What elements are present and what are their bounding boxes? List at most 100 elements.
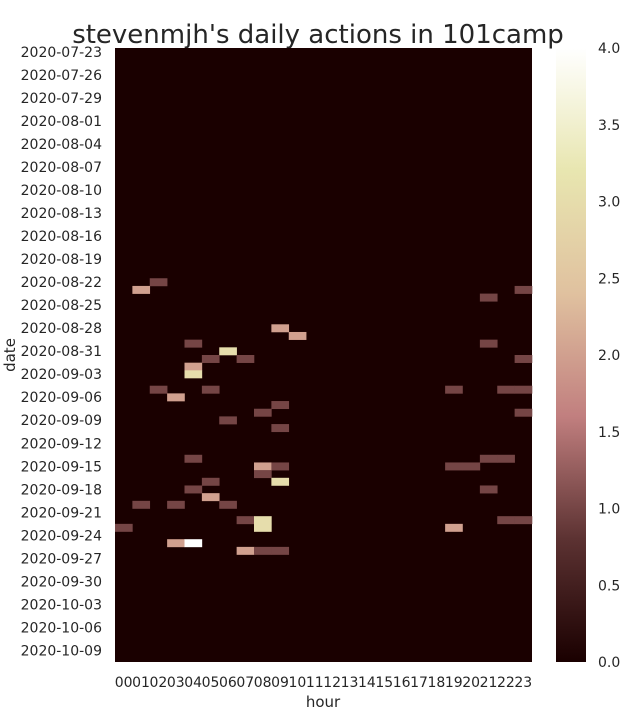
heatmap-cell bbox=[254, 470, 272, 479]
x-tick-label: 22 bbox=[497, 675, 515, 691]
heatmap-cell bbox=[219, 416, 237, 425]
x-tick-label: 10 bbox=[289, 675, 307, 691]
heatmap-cell bbox=[149, 385, 168, 394]
colorbar-tick-label: 4.0 bbox=[598, 41, 620, 57]
y-axis-label: date bbox=[1, 338, 19, 372]
y-tick-label: 2020-08-13 bbox=[21, 206, 102, 222]
heatmap-cell bbox=[497, 454, 515, 463]
x-tick-label: 19 bbox=[445, 675, 463, 691]
x-tick-label: 00 bbox=[115, 675, 133, 691]
y-tick-label: 2020-09-27 bbox=[21, 551, 102, 567]
x-tick-label: 21 bbox=[480, 675, 498, 691]
y-tick-label: 2020-07-23 bbox=[21, 45, 102, 61]
heatmap-cell bbox=[201, 355, 220, 363]
y-tick-label: 2020-10-09 bbox=[21, 643, 102, 659]
x-tick-labels: 00 01 02 03 04 05 06 07 08 09 10 11 12 13 14 15 16 17 18 19… bbox=[115, 675, 532, 691]
heatmap-cell bbox=[219, 347, 237, 356]
heatmap-cell bbox=[479, 454, 498, 463]
heatmap-cell bbox=[184, 362, 203, 371]
heatmap-cell bbox=[254, 462, 272, 471]
y-tick-label: 2020-09-21 bbox=[21, 505, 102, 521]
heatmap-cell bbox=[184, 454, 203, 463]
x-axis-label: hour bbox=[306, 693, 341, 711]
y-tick-label: 2020-08-01 bbox=[21, 114, 102, 130]
heatmap-cell bbox=[271, 477, 290, 486]
x-tick-label: 20 bbox=[462, 675, 480, 691]
heatmap-cell bbox=[201, 493, 220, 502]
y-tick-label: 2020-08-22 bbox=[21, 275, 102, 291]
x-tick-label: 05 bbox=[202, 675, 220, 691]
heatmap-cell bbox=[236, 546, 255, 555]
x-tick-label: 18 bbox=[428, 675, 446, 691]
heatmap-cell bbox=[115, 523, 133, 532]
x-tick-label: 15 bbox=[375, 675, 393, 691]
y-tick-label: 2020-09-03 bbox=[21, 367, 102, 383]
heatmap-background bbox=[115, 48, 532, 662]
heatmap-cell bbox=[132, 285, 151, 294]
y-tick-label: 2020-09-30 bbox=[21, 574, 102, 590]
heatmap-cell bbox=[514, 516, 533, 525]
heatmap-cell bbox=[149, 278, 168, 287]
x-tick-label: 07 bbox=[236, 675, 254, 691]
x-tick-label: 06 bbox=[219, 675, 237, 691]
heatmap-cell bbox=[479, 293, 498, 302]
heatmap-cell bbox=[462, 462, 481, 471]
colorbar-tick-label: 2.5 bbox=[598, 271, 620, 287]
heatmap-cell bbox=[219, 500, 237, 509]
heatmap-cell bbox=[254, 516, 272, 525]
heatmap-cell bbox=[271, 424, 290, 433]
colorbar-tick-label: 1.0 bbox=[598, 502, 620, 518]
heatmap-cell bbox=[184, 539, 203, 548]
heatmap-cell bbox=[201, 477, 220, 486]
y-tick-label: 2020-08-07 bbox=[21, 160, 102, 176]
y-tick-label: 2020-09-09 bbox=[21, 413, 102, 429]
colorbar-tick-label: 3.0 bbox=[598, 195, 620, 211]
heatmap-cells bbox=[115, 278, 533, 555]
y-tick-labels: 2020-07-23 2020-07-26 2020-07-29 2020-08-01… bbox=[21, 45, 102, 660]
heatmap-cell bbox=[288, 331, 307, 340]
colorbar-tick-label: 1.5 bbox=[598, 425, 620, 441]
x-tick-label: 17 bbox=[410, 675, 428, 691]
y-tick-label: 2020-08-19 bbox=[21, 252, 102, 268]
x-tick-label: 13 bbox=[341, 675, 359, 691]
y-tick-label: 2020-08-16 bbox=[21, 229, 102, 245]
heatmap-cell bbox=[184, 485, 203, 494]
heatmap-cell bbox=[271, 324, 290, 333]
x-tick-label: 14 bbox=[358, 675, 376, 691]
heatmap-cell bbox=[514, 385, 533, 394]
y-tick-label: 2020-09-18 bbox=[21, 482, 102, 498]
x-tick-label: 11 bbox=[306, 675, 324, 691]
heatmap-cell bbox=[497, 385, 515, 394]
heatmap-cell bbox=[514, 355, 533, 363]
y-tick-label: 2020-08-04 bbox=[21, 137, 102, 153]
y-tick-label: 2020-08-10 bbox=[21, 183, 102, 199]
colorbar-tick-label: 0.5 bbox=[598, 578, 620, 594]
x-tick-label: 02 bbox=[150, 675, 168, 691]
x-tick-label: 01 bbox=[132, 675, 150, 691]
colorbar-tick-label: 0.0 bbox=[598, 655, 620, 671]
y-tick-label: 2020-10-06 bbox=[21, 620, 102, 636]
x-tick-label: 09 bbox=[271, 675, 289, 691]
heatmap-cell bbox=[236, 355, 255, 363]
heatmap-cell bbox=[514, 408, 533, 417]
heatmap-cell bbox=[271, 401, 290, 410]
heatmap-cell bbox=[201, 385, 220, 394]
chart-title: stevenmjh's daily actions in 101camp bbox=[72, 20, 564, 50]
heatmap-cell bbox=[445, 523, 463, 532]
heatmap-cell bbox=[514, 285, 533, 294]
heatmap-cell bbox=[167, 500, 185, 509]
y-tick-label: 2020-10-03 bbox=[21, 597, 102, 613]
heatmap-cell bbox=[271, 462, 290, 471]
y-tick-label: 2020-08-25 bbox=[21, 298, 102, 314]
colorbar-tick-labels: 0.0 0.5 1.0 1.5 2.0 2.5 3.0 3.5 4.0 bbox=[598, 41, 620, 671]
heatmap-cell bbox=[167, 539, 185, 548]
heatmap-cell bbox=[132, 500, 151, 509]
heatmap-cell bbox=[479, 485, 498, 494]
x-tick-label: 16 bbox=[393, 675, 411, 691]
y-tick-label: 2020-08-31 bbox=[21, 344, 102, 360]
heatmap-cell bbox=[271, 546, 290, 555]
heatmap-cell bbox=[236, 516, 255, 525]
x-tick-label: 23 bbox=[514, 675, 532, 691]
y-tick-label: 2020-07-26 bbox=[21, 68, 102, 84]
